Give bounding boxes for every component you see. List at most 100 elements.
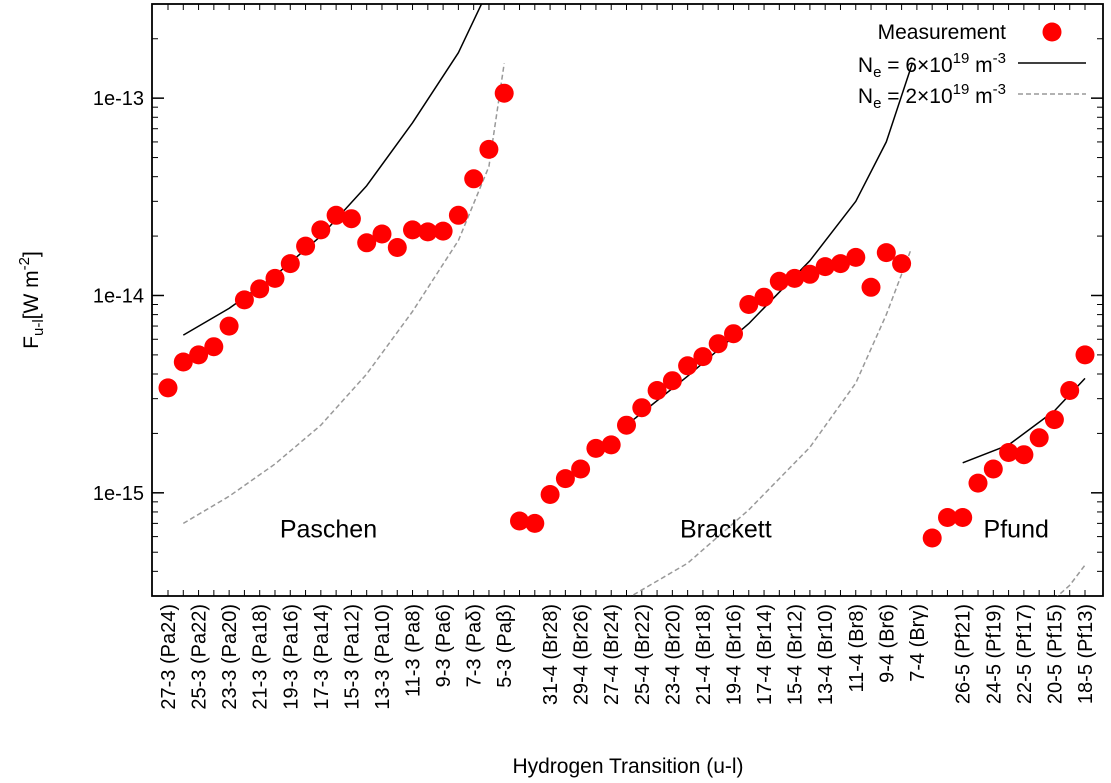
measurement-point [815,257,835,277]
measurement-point [189,345,209,365]
measurement-point [876,243,896,263]
measurement-point [265,268,285,288]
x-tick-label: 7-3 (Paδ) [464,604,486,687]
x-tick-label: 7-4 (Brγ) [907,604,929,682]
measurement-point [311,220,331,240]
x-tick-label: 9-3 (Pa6) [433,604,455,687]
x-tick-label: 27-4 (Br24) [601,604,623,705]
measurement-point [296,236,316,256]
legend-ne2-sup2: -3 [993,81,1006,98]
measurement-point [769,271,789,291]
y-axis-title-sup: -2 [16,257,33,270]
measurement-point [953,508,973,527]
measurement-point [861,277,881,297]
measurement-point [1044,410,1064,430]
legend: Measurement Ne = 6×1019 m-3 Ne = 2×1019 … [858,21,1086,112]
measurement-point [586,438,606,458]
x-tick-labels: 27-3 (Pa24) 25-3 (Pa22) 23-3 (Pa20) 21-3 (P… [158,604,1097,710]
measurement-point [525,513,545,533]
x-tick-label: 22-5 (Pf17) [1014,604,1036,704]
model-curve-ne2-0 [182,63,505,525]
series-annotation: Brackett [680,516,772,544]
measurement-point [418,222,438,242]
measurement-point [1029,428,1049,448]
x-tick-label: 13-3 (Pa10) [372,604,394,710]
measurement-point [433,221,453,241]
model-curve-ne2-2 [1056,564,1086,596]
x-tick-label: 5-3 (Paβ) [494,604,516,688]
x-tick-label: 29-4 (Br26) [571,604,593,705]
x-tick-label: 15-4 (Br12) [785,604,807,705]
x-tick-label: 24-5 (Pf19) [983,604,1005,704]
x-tick-label: 27-3 (Pa24) [158,604,180,710]
measurement-point [632,398,652,418]
measurement-point [662,371,682,391]
x-tick-label: 9-4 (Br6) [876,604,898,683]
measurement-point [846,247,866,267]
measurement-point [678,356,698,376]
measurement-point [938,508,957,527]
legend-ne2-sub: e [873,95,881,112]
x-tick-label: 15-3 (Pa12) [341,604,363,710]
measurement-point [1060,381,1080,400]
series-annotations: Paschen Brackett Pfund [280,516,1049,544]
legend-ne2-sup: 19 [953,81,970,98]
legend-ne6-sup2: -3 [993,50,1006,67]
y-tick-labels: 1e-13 1e-14 1e-15 [93,88,144,505]
measurement-point [693,347,713,367]
x-tick-label: 21-4 (Br18) [693,604,715,705]
legend-label-ne2: Ne = 2×1019 m-3 [858,81,1006,112]
model-curve-ne2-1 [629,249,912,596]
x-tick-label: 25-4 (Br22) [632,604,654,705]
measurement-point [739,295,759,314]
x-tick-label: 26-5 (Pf21) [953,604,975,704]
x-tick-label: 21-3 (Pa18) [250,604,272,710]
legend-ne6-sup: 19 [953,50,970,67]
series-annotation: Paschen [280,516,377,544]
x-axis-title: Hydrogen Transition (u-l) [512,755,743,778]
x-tick-label: 13-4 (Br10) [815,604,837,705]
x-tick-label: 11-3 (Pa8) [403,604,425,697]
measurement-point [800,264,820,284]
measurement-point [540,485,560,504]
measurement-point [999,443,1019,462]
x-tick-label: 19-3 (Pa16) [280,604,302,710]
measurement-points [158,83,1095,548]
measurement-point [571,459,591,479]
legend-label-measurement: Measurement [878,21,1007,44]
y-tick-label: 1e-14 [93,285,144,307]
measurement-point [754,287,774,307]
legend-ne2-n: N [858,85,873,108]
measurement-point [494,83,514,103]
measurement-point [647,381,667,400]
measurement-point [708,334,728,354]
x-tick-label: 17-4 (Br14) [754,604,776,705]
y-tick-label: 1e-15 [93,483,144,505]
measurement-point [892,254,912,274]
y-axis-title: Fu-l[W m-2] [16,251,47,349]
x-tick-label: 17-3 (Pa14) [311,604,333,710]
legend-ne2-end: m [969,85,992,108]
legend-marker-measurement [1042,22,1062,42]
measurement-point [219,316,239,336]
measurement-point [968,473,988,493]
x-tick-label: 19-4 (Br16) [723,604,745,705]
measurement-point [372,224,392,244]
measurement-point [785,268,805,288]
axis-ticks [152,4,1103,596]
legend-label-ne6: Ne = 6×1019 m-3 [858,50,1006,81]
measurement-point [617,415,636,435]
measurement-point [387,238,407,257]
measurement-point [922,528,942,548]
x-tick-label: 25-3 (Pa22) [189,604,211,710]
legend-ne6-sub: e [873,64,881,81]
legend-ne6-mid: = 6×10 [881,54,952,77]
measurement-point [280,254,300,274]
x-tick-label: 20-5 (Pf15) [1044,604,1066,704]
model-curve-ne6-1 [626,63,914,426]
measurement-point [448,205,468,225]
y-axis-title-unit: [W m [20,270,43,319]
measurement-point [250,279,270,299]
measurement-point [1075,345,1095,365]
